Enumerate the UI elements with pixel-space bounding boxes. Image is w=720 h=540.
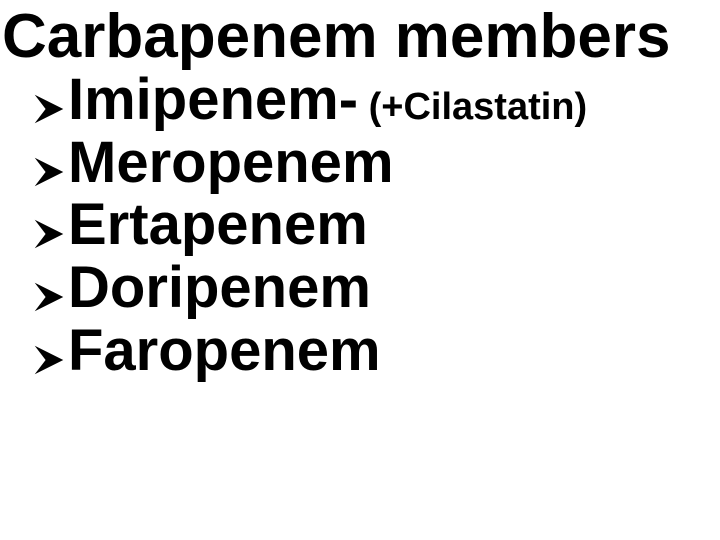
list-item: Doripenem (32, 257, 720, 320)
drug-list: Imipenem- (+Cilastatin) Meropenem Ertape… (0, 69, 720, 382)
slide-title: Carbapenem members (0, 4, 720, 69)
drug-name: Meropenem (68, 130, 394, 195)
bullet-icon (32, 217, 66, 251)
slide: Carbapenem members Imipenem- (+Cilastati… (0, 0, 720, 540)
drug-name: Faropenem (68, 318, 381, 383)
bullet-icon (32, 280, 66, 314)
list-item: Meropenem (32, 132, 720, 195)
list-item: Imipenem- (+Cilastatin) (32, 69, 720, 132)
list-item: Ertapenem (32, 194, 720, 257)
drug-annotation: (+Cilastatin) (358, 86, 587, 128)
drug-name: Doripenem (68, 255, 371, 320)
bullet-icon (32, 343, 66, 377)
bullet-icon (32, 155, 66, 189)
drug-name: Ertapenem (68, 192, 368, 257)
drug-name: Imipenem- (68, 67, 358, 132)
bullet-icon (32, 92, 66, 126)
list-item: Faropenem (32, 320, 720, 383)
